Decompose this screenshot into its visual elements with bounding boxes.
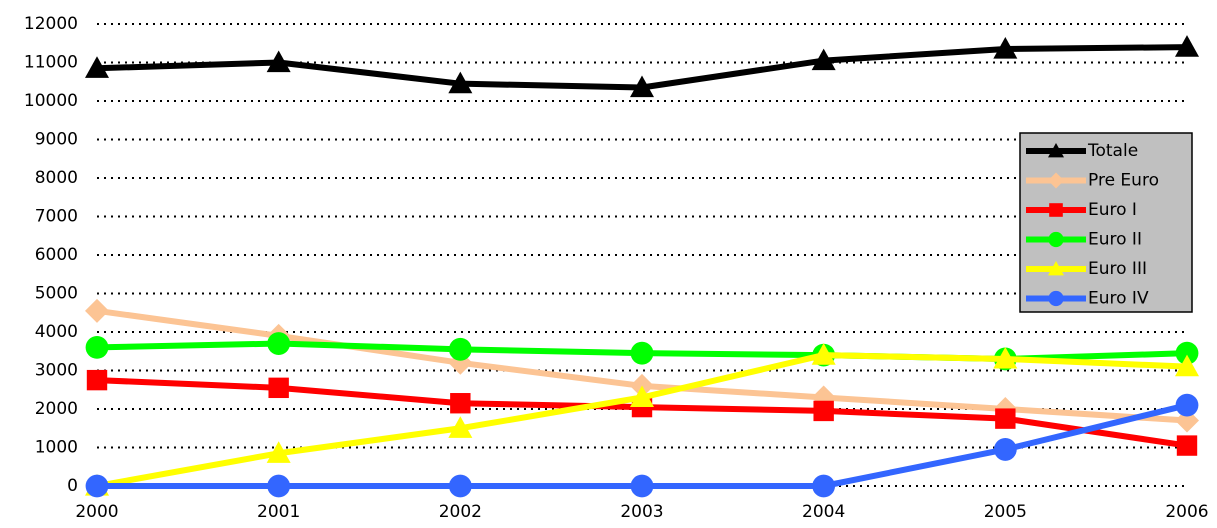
y-tick-label: 1000 [35, 438, 78, 458]
marker [993, 37, 1018, 59]
marker [1049, 203, 1063, 217]
marker [85, 336, 109, 359]
y-tick-label: 2000 [35, 399, 78, 419]
marker [85, 474, 109, 498]
marker [1048, 231, 1064, 248]
marker [813, 400, 834, 422]
marker [267, 332, 291, 355]
series-line [97, 402, 1188, 489]
x-tick-label: 2006 [1165, 502, 1208, 522]
x-tick-label: 2002 [439, 502, 482, 522]
y-tick-label: 5000 [35, 284, 78, 304]
marker [85, 56, 109, 78]
y-tick-label: 3000 [35, 361, 78, 381]
legend-label: Pre Euro [1088, 171, 1159, 191]
y-tick-label: 9000 [35, 130, 78, 150]
marker [812, 474, 836, 498]
marker [1048, 172, 1064, 189]
x-tick-label: 2001 [257, 502, 300, 522]
y-tick-label: 4000 [35, 322, 78, 342]
marker [1048, 143, 1064, 158]
marker [448, 71, 473, 94]
marker [995, 408, 1016, 429]
marker [448, 416, 473, 438]
marker [1175, 341, 1199, 365]
marker [1176, 435, 1198, 456]
x-tick-label: 2000 [75, 502, 118, 522]
marker [1048, 290, 1064, 307]
marker [1048, 261, 1064, 276]
marker [630, 385, 654, 408]
legend-label: Euro IV [1088, 289, 1149, 309]
marker [268, 377, 289, 399]
marker [266, 50, 291, 73]
x-tick-label: 2005 [984, 502, 1027, 522]
legend-label: Euro III [1088, 259, 1147, 279]
marker [85, 298, 109, 323]
marker [266, 441, 291, 463]
marker [1175, 354, 1199, 377]
y-tick-label: 7000 [35, 207, 78, 227]
marker [811, 48, 836, 71]
marker [993, 346, 1018, 369]
marker [630, 474, 654, 498]
marker [630, 341, 654, 365]
marker [448, 474, 472, 498]
legend-label: Euro II [1088, 230, 1142, 250]
y-tick-label: 11000 [24, 53, 78, 73]
x-tick-label: 2004 [802, 502, 845, 522]
legend-label: Totale [1087, 141, 1138, 161]
marker [86, 369, 108, 391]
y-tick-label: 12000 [24, 14, 78, 34]
y-tick-label: 6000 [35, 245, 78, 265]
legend-box [1019, 132, 1193, 313]
x-tick-label: 2003 [620, 502, 663, 522]
y-tick-label: 10000 [24, 91, 78, 111]
marker [630, 75, 654, 98]
marker [1175, 393, 1199, 417]
legend-label: Euro I [1088, 200, 1137, 220]
y-tick-label: 0 [67, 476, 78, 496]
marker [993, 438, 1017, 461]
marker [448, 337, 472, 361]
marker [811, 343, 836, 365]
marker [1175, 35, 1199, 57]
marker [267, 474, 291, 498]
marker [450, 393, 471, 414]
y-tick-label: 8000 [35, 168, 78, 188]
